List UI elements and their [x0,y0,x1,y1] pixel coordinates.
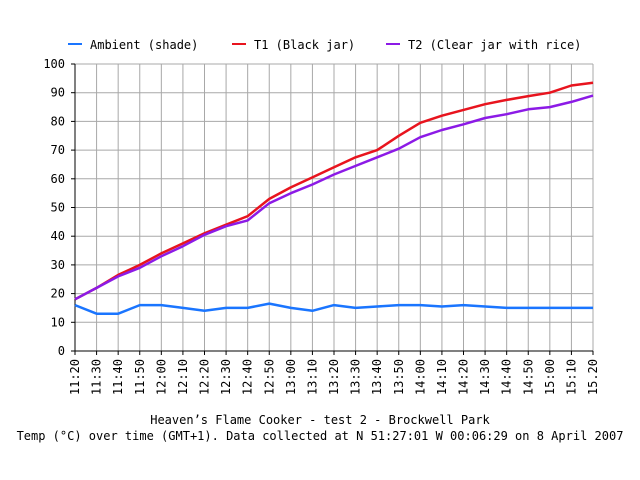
x-tick-label: 13:50 [392,359,406,395]
x-tick-label: 14:10 [435,359,449,395]
series-lines [74,81,594,315]
x-tick-label: 12:20 [198,359,212,395]
x-tick-label: 13:00 [284,359,298,395]
y-tick-label: 60 [51,172,65,186]
legend-swatch-t2 [386,42,400,45]
y-tick-label: 70 [51,143,65,157]
x-tick-label: 14:20 [457,359,471,395]
legend-label-t1: T1 (Black jar) [254,38,356,52]
x-tick-label: 12:00 [154,359,168,395]
y-tick-label: 50 [51,201,65,215]
x-tick-label: 11:30 [90,359,104,395]
chart-title: Heaven’s Flame Cooker - test 2 - Brockwe… [150,413,490,427]
legend-item-t1: T1 (Black jar) [232,38,355,52]
y-tick-label: 100 [43,57,65,71]
y-tick-label: 0 [58,344,65,358]
x-tick-label: 13:10 [305,359,319,395]
x-tick-label: 13:40 [370,359,384,395]
legend-swatch-t1 [232,42,246,45]
x-tick-label: 12:50 [262,359,276,395]
legend-swatch-ambient [68,42,82,45]
y-tick-label: 90 [51,86,65,100]
x-tick-label: 13:20 [327,359,341,395]
series-line-ambient [74,302,593,315]
x-tick-label: 13:30 [349,359,363,395]
axes [71,63,594,355]
x-tick-label: 14:00 [413,359,427,395]
x-tick-label: 14:50 [521,359,535,395]
chart-subtitle: Temp (°C) over time (GMT+1). Data collec… [16,429,624,443]
x-tick-label: 15.20 [586,359,600,395]
x-tick-label: 12:40 [241,359,255,395]
x-tick-label: 14:40 [500,359,514,395]
y-tick-label: 30 [51,258,65,272]
y-tick-label: 40 [51,229,65,243]
x-tick-label: 15:10 [564,359,578,395]
x-tick-label: 14:30 [478,359,492,395]
x-tick-label: 11:40 [111,359,125,395]
x-tick-label: 11:50 [133,359,147,395]
x-tick-label: 15:00 [543,359,557,395]
legend-item-ambient: Ambient (shade) [68,38,198,52]
x-tick-label: 12:10 [176,359,190,395]
legend-label-ambient: Ambient (shade) [90,38,199,52]
x-tick-label: 12:30 [219,359,233,395]
y-tick-label: 80 [51,114,65,128]
tick-labels: 0 10 20 30 40 50 60 70 80 90 100 11:20 11:30 11:40 11:… [43,57,600,395]
series-line-t1 [74,81,594,301]
y-tick-label: 20 [51,287,65,301]
legend-item-t2: T2 (Clear jar with rice) [386,38,581,52]
legend-label-t2: T2 (Clear jar with rice) [408,38,582,52]
x-tick-label: 11:20 [68,359,82,395]
series-line-t2 [74,94,594,301]
y-tick-label: 10 [51,315,65,329]
